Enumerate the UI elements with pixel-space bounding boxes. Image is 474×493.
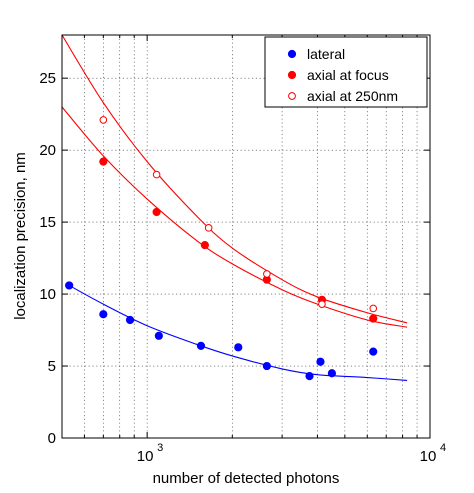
- x-axis-title: number of detected photons: [153, 470, 340, 487]
- plot-frame: [61, 34, 431, 439]
- data-point-series-2: [318, 300, 326, 308]
- y-tick-label: 5: [48, 358, 56, 375]
- data-points: [65, 116, 378, 381]
- x-tick-label: 10: [420, 448, 437, 465]
- y-tick-label: 10: [39, 286, 56, 303]
- data-point-series-0: [262, 361, 271, 371]
- data-point-series-2: [204, 224, 213, 232]
- fit-curves: [62, 35, 408, 381]
- legend-marker-lateral: [287, 49, 297, 59]
- data-point-series-0: [196, 341, 206, 350]
- fit-curve-series-1: [62, 106, 408, 328]
- data-point-series-1: [200, 241, 209, 250]
- data-point-series-0: [99, 310, 108, 319]
- legend-marker-axial-at-focus: [287, 70, 297, 80]
- data-point-series-2: [263, 270, 271, 278]
- fit-curve-series-2: [62, 35, 408, 324]
- data-point-series-1: [369, 314, 378, 323]
- legend-label-lateral: lateral: [307, 46, 345, 62]
- y-tick-label: 25: [39, 70, 56, 87]
- legend-label-axial-at-focus: axial at focus: [307, 67, 389, 83]
- y-tick-label: 20: [39, 142, 56, 159]
- fit-curve-series-0: [68, 284, 408, 381]
- data-point-series-2: [99, 116, 108, 124]
- y-tick-label: 15: [39, 214, 56, 231]
- x-tick-label-exponent: 3: [157, 442, 163, 454]
- y-tick-label: 0: [48, 430, 56, 447]
- data-point-series-0: [125, 315, 135, 325]
- data-point-series-0: [369, 347, 378, 356]
- data-point-series-0: [65, 281, 74, 290]
- legend-marker-axial-at-250nm: [288, 92, 296, 100]
- data-point-series-1: [99, 157, 108, 166]
- data-point-series-1: [152, 207, 161, 217]
- data-point-series-0: [327, 369, 337, 378]
- legend-label-axial-at-250nm: axial at 250nm: [307, 88, 398, 104]
- x-tick-label-exponent: 4: [440, 442, 446, 454]
- data-point-series-2: [369, 304, 378, 313]
- data-point-series-2: [152, 170, 161, 179]
- data-point-series-0: [316, 357, 325, 366]
- y-axis-title: localization precision, nm: [12, 152, 29, 320]
- x-tick-label: 10: [137, 448, 154, 465]
- legend: lateral axial at focus axial at 250nm: [264, 36, 428, 108]
- data-point-series-0: [234, 343, 243, 352]
- data-point-series-0: [305, 372, 314, 381]
- data-point-series-0: [154, 331, 163, 340]
